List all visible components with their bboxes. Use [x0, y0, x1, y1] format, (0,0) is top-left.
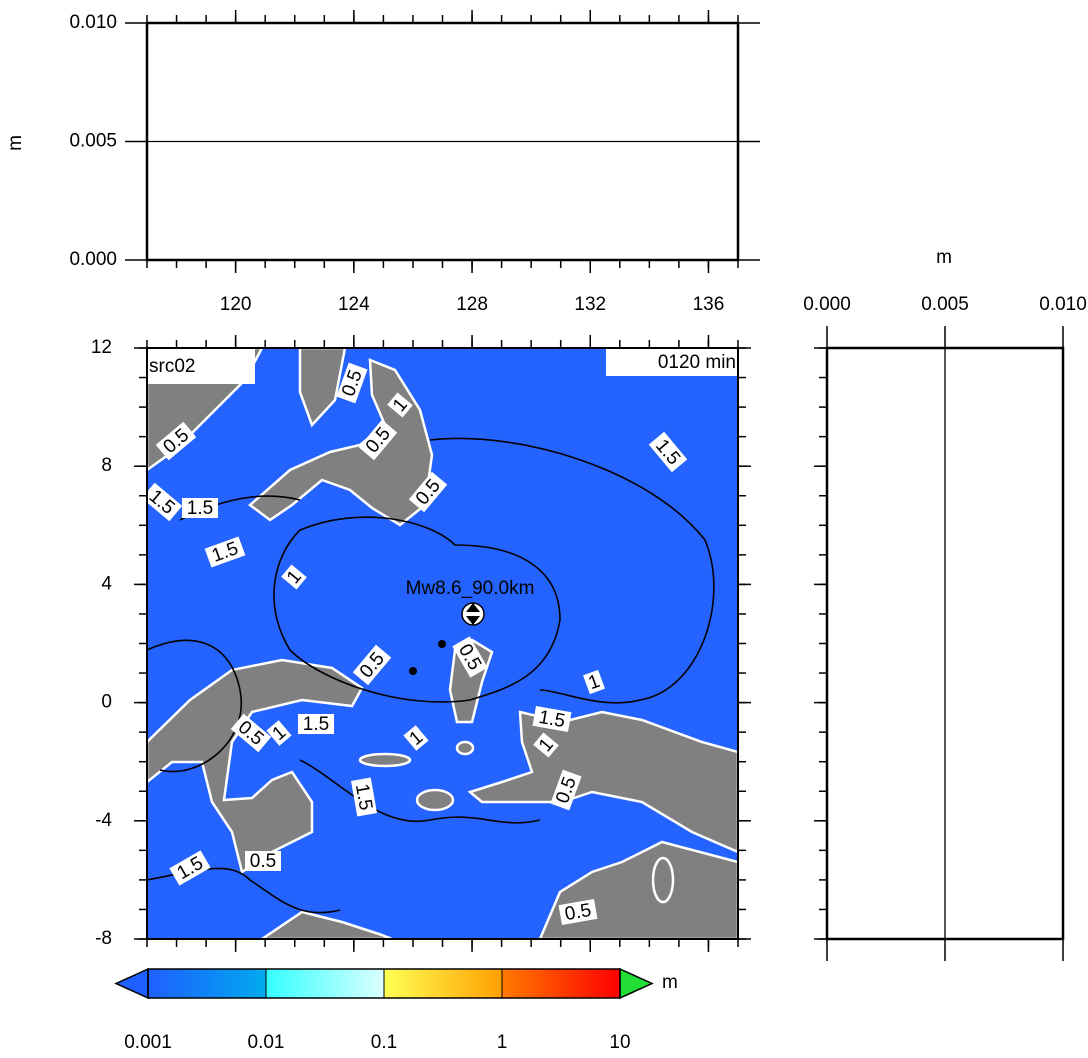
contour-label: 1.5	[532, 706, 572, 732]
contour-label: 0.5	[245, 851, 281, 872]
contour-label-text: 0.5	[250, 851, 276, 872]
colorbar-tick-label: 10	[609, 1032, 630, 1053]
right-x-label: m	[936, 247, 952, 268]
contour-label-box	[408, 471, 448, 513]
top-y-tick-label: 0.000	[69, 249, 117, 270]
map-title: src02	[149, 356, 195, 377]
contour-label-box	[351, 777, 377, 817]
top-x-tick-label: 128	[456, 294, 488, 315]
contour-label: 1.5	[298, 714, 334, 735]
contour-line	[273, 516, 561, 703]
contour-label: 1	[403, 725, 429, 751]
contour-label: 1	[583, 669, 605, 695]
contour-label: 1	[281, 564, 307, 590]
colorbar-under	[114, 967, 149, 1000]
top-y-label: m	[5, 135, 26, 151]
colorbar-tick-label: 1	[497, 1032, 508, 1053]
contour-label-box	[245, 851, 281, 871]
contour-label-text: 1.5	[303, 714, 329, 735]
map-y-tick-label: 4	[101, 573, 112, 594]
top-x-tick-label: 124	[338, 294, 370, 315]
contour-label-box	[147, 482, 183, 522]
right-x-tick-label: 0.000	[803, 294, 851, 315]
top-frame	[145, 21, 740, 262]
top-x-tick-label: 132	[574, 294, 606, 315]
contour-label-box	[298, 714, 334, 734]
contour-label-box	[648, 431, 688, 473]
contour-label-box	[532, 706, 572, 732]
contour-label: 0.5	[558, 899, 598, 925]
map-area: 0.50.510.50.51.51.5 1.51.510.5 0.510.5 1 1.5…	[147, 348, 738, 939]
top-x-tick-label: 136	[693, 294, 725, 315]
contour-label-box	[336, 362, 368, 404]
right-x-tick-label: 0.010	[1039, 294, 1087, 315]
right-frame	[825, 346, 1065, 941]
top-x-tick-label: 120	[220, 294, 252, 315]
contour-label: 1	[533, 732, 559, 758]
contour-label-text: 0.5	[563, 900, 593, 925]
contour-label-box	[358, 419, 398, 461]
map-y-tick-label: 0	[101, 692, 112, 713]
colorbar-segment	[384, 969, 502, 998]
title-box	[147, 348, 255, 384]
colorbar-tick-label: 0.1	[371, 1032, 397, 1053]
contour-line	[147, 639, 243, 773]
contour-label-text: 1.5	[537, 707, 567, 732]
contour-label-text: 1.5	[351, 782, 376, 812]
contour-label-box	[155, 421, 197, 461]
colorbar-tick-label: 0.001	[124, 1032, 172, 1053]
colorbar-segment	[148, 969, 266, 998]
time-box	[606, 348, 738, 376]
contour-label-box	[352, 644, 392, 686]
contour-label: 1	[266, 720, 292, 746]
contour-label: 1	[387, 392, 413, 418]
contour-label-text: 1.5	[187, 498, 213, 519]
map-y-tick-label: 12	[91, 337, 112, 358]
colorbar-label: m	[662, 972, 678, 993]
site-marker	[409, 667, 417, 675]
contour-label-box	[281, 564, 307, 590]
top-y-tick-label: 0.010	[69, 12, 117, 33]
site-marker	[438, 640, 446, 648]
beachball-quadrant	[466, 603, 480, 625]
contour-label-box	[452, 636, 488, 678]
map-y-tick-label: -4	[95, 810, 112, 831]
colorbar-tick-label: 0.01	[248, 1032, 285, 1053]
contour-label-box	[533, 732, 559, 758]
right-x-tick-label: 0.005	[921, 294, 969, 315]
contour-label-box	[387, 392, 413, 418]
contour-label-box	[169, 850, 211, 886]
top-y-tick-label: 0.005	[69, 131, 117, 152]
map-y-tick-label: -8	[95, 928, 112, 949]
contour-label-box	[266, 720, 292, 746]
contour-label: 1.5	[351, 777, 377, 817]
contour-label-box	[182, 498, 218, 518]
colorbar-over	[619, 967, 654, 1000]
contour-line	[429, 437, 715, 704]
time-label: 0120 min	[658, 352, 736, 373]
contour-label-box	[583, 669, 605, 695]
contour-label-box	[403, 725, 429, 751]
contour-line	[299, 759, 541, 824]
contour-label: 1.5	[169, 850, 211, 886]
contour-label-box	[204, 536, 246, 568]
map-y-tick-label: 8	[101, 455, 112, 476]
source-label: Mw8.6_90.0km	[406, 578, 535, 599]
contour-label-box	[558, 899, 598, 925]
colorbar-segment	[266, 969, 384, 998]
colorbar-segment	[502, 969, 620, 998]
contour-label-box	[550, 769, 582, 811]
contour-label: 1.5	[182, 498, 218, 519]
contour-label-box	[230, 713, 272, 753]
